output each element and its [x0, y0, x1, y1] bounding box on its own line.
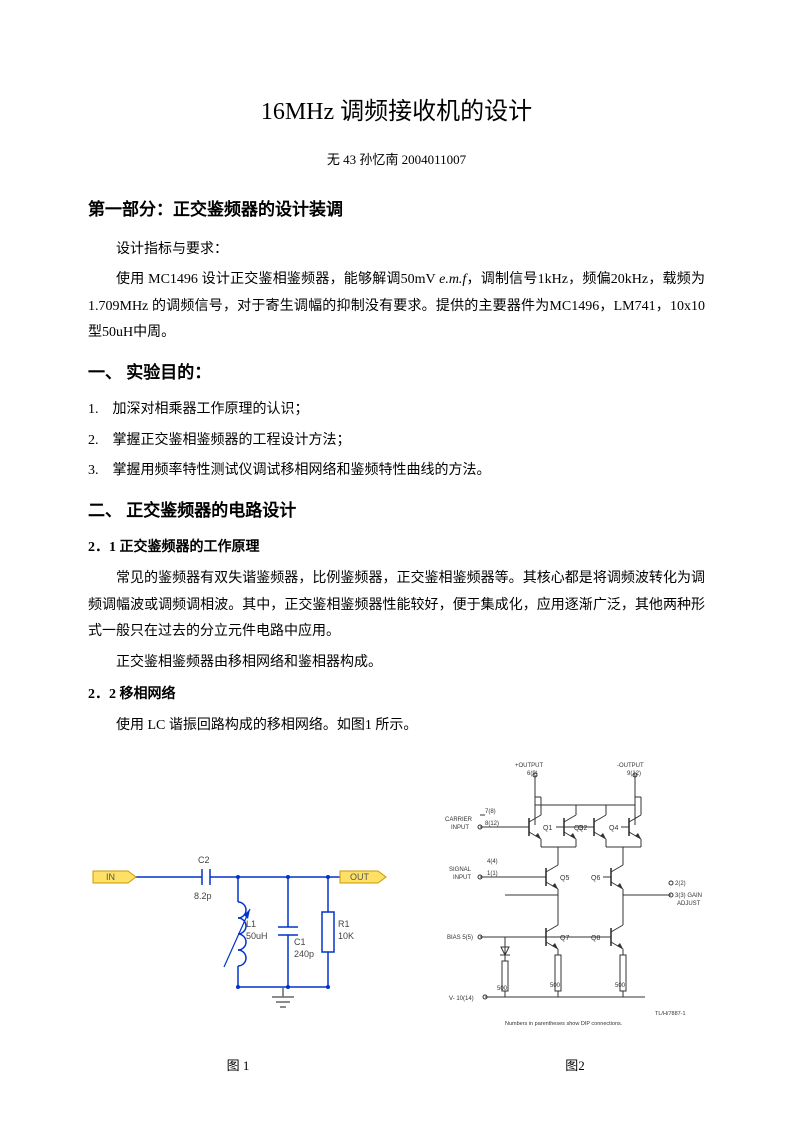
- svg-text:3(3) GAIN: 3(3) GAIN: [675, 893, 702, 899]
- svg-text:Q8: Q8: [591, 935, 600, 942]
- sub-2-2: 2．2 移相网络: [88, 682, 705, 709]
- figure-1-schematic: IN OUT C2 8.2p L1 50uH C1 240p R1 10K: [88, 817, 388, 1037]
- svg-text:8(12): 8(12): [485, 821, 499, 827]
- svg-text:Q3: Q3: [574, 825, 583, 832]
- figure-1: IN OUT C2 8.2p L1 50uH C1 240p R1 10K 图 1: [88, 817, 388, 1078]
- svg-text:Q6: Q6: [591, 875, 600, 882]
- sec1-item-2: 2. 掌握正交鉴相鉴频器的工程设计方法；: [88, 428, 705, 455]
- figure-2: +OUTPUT6(9)-OUTPUT9(12)Q1Q2Q3Q4CARRIERIN…: [445, 757, 705, 1078]
- svg-text:8.2p: 8.2p: [194, 891, 212, 901]
- figure-2-caption: 图2: [445, 1054, 705, 1079]
- figure-2-schematic: +OUTPUT6(9)-OUTPUT9(12)Q1Q2Q3Q4CARRIERIN…: [445, 757, 705, 1037]
- sub-2-1: 2．1 正交鉴频器的工作原理: [88, 535, 705, 562]
- svg-text:INPUT: INPUT: [451, 825, 469, 831]
- svg-text:500: 500: [615, 983, 626, 989]
- svg-text:TL/H/7887-1: TL/H/7887-1: [655, 1011, 686, 1017]
- svg-text:BIAS 5(5): BIAS 5(5): [447, 935, 473, 941]
- svg-text:IN: IN: [106, 872, 115, 882]
- para-2-2: 使用 LC 谐振回路构成的移相网络。如图1 所示。: [88, 713, 705, 740]
- svg-text:+OUTPUT: +OUTPUT: [515, 763, 544, 769]
- svg-text:1(1): 1(1): [487, 871, 498, 877]
- sec1-item-3: 3. 掌握用频率特性测试仪调试移相网络和鉴频特性曲线的方法。: [88, 458, 705, 485]
- svg-text:OUT: OUT: [350, 872, 370, 882]
- svg-text:-OUTPUT: -OUTPUT: [617, 763, 644, 769]
- svg-text:Q7: Q7: [560, 935, 569, 942]
- figures-row: IN OUT C2 8.2p L1 50uH C1 240p R1 10K 图 1 +OUTPUT…: [88, 757, 705, 1078]
- svg-text:2(2): 2(2): [675, 881, 686, 887]
- svg-text:9(12): 9(12): [627, 771, 641, 777]
- para-2-1a: 常见的鉴频器有双失谐鉴频器，比例鉴频器，正交鉴相鉴频器等。其核心都是将调频波转化…: [88, 566, 705, 646]
- author-line: 无 43 孙忆南 2004011007: [88, 148, 705, 173]
- svg-text:C2: C2: [198, 855, 210, 865]
- svg-text:Q1: Q1: [543, 825, 552, 832]
- svg-text:4(4): 4(4): [487, 859, 498, 865]
- figure-1-caption: 图 1: [88, 1054, 388, 1079]
- part-heading: 第一部分：正交鉴频器的设计装调: [88, 194, 705, 226]
- svg-text:10K: 10K: [338, 931, 354, 941]
- svg-text:R1: R1: [338, 919, 350, 929]
- document-title: 16MHz 调频接收机的设计: [88, 90, 705, 136]
- sec1-item-1: 1. 加深对相乘器工作原理的认识；: [88, 397, 705, 424]
- intro-paragraph: 使用 MC1496 设计正交鉴相鉴频器，能够解调50mV e.m.f，调制信号1…: [88, 267, 705, 347]
- svg-text:ADJUST: ADJUST: [677, 901, 701, 907]
- svg-text:SIGNAL: SIGNAL: [449, 867, 472, 873]
- spec-label: 设计指标与要求：: [88, 237, 705, 264]
- svg-text:240p: 240p: [294, 949, 314, 959]
- svg-text:V- 10(14): V- 10(14): [449, 996, 474, 1002]
- svg-text:50uH: 50uH: [246, 931, 268, 941]
- section-2-heading: 二、 正交鉴频器的电路设计: [88, 495, 705, 527]
- svg-text:C1: C1: [294, 937, 306, 947]
- svg-text:Q5: Q5: [560, 875, 569, 882]
- para-2-1b: 正交鉴相鉴频器由移相网络和鉴相器构成。: [88, 650, 705, 677]
- svg-text:Numbers in parentheses show DI: Numbers in parentheses show DIP connecti…: [505, 1021, 623, 1027]
- section-1-heading: 一、 实验目的：: [88, 357, 705, 389]
- svg-text:500: 500: [497, 986, 508, 992]
- svg-text:INPUT: INPUT: [453, 875, 471, 881]
- svg-text:L1: L1: [246, 919, 256, 929]
- svg-text:CARRIER: CARRIER: [445, 817, 473, 823]
- svg-text:500: 500: [550, 983, 561, 989]
- svg-text:7(8): 7(8): [485, 809, 496, 815]
- svg-text:Q4: Q4: [609, 825, 618, 832]
